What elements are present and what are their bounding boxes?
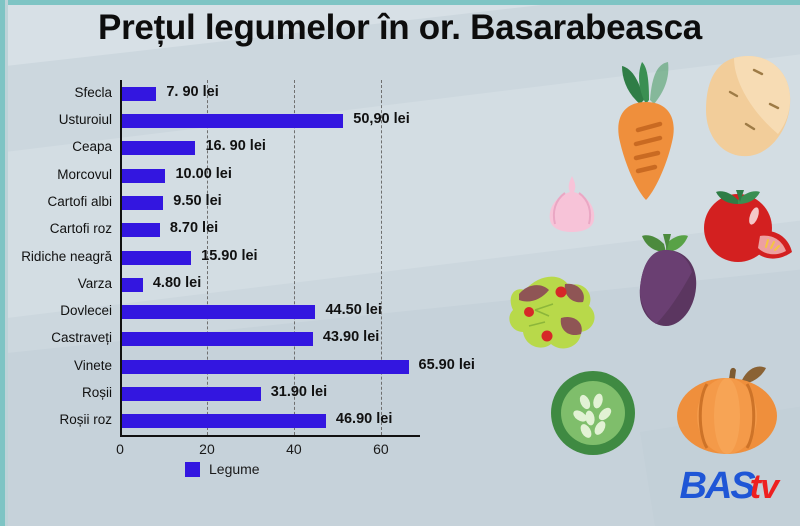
bar [122, 195, 164, 210]
category-label: Usturoiul [58, 111, 112, 127]
category-label: Roșii [81, 385, 112, 401]
x-tick-40: 40 [286, 441, 302, 457]
legend-swatch [185, 461, 200, 477]
category-label: Cartofi roz [49, 221, 112, 237]
category-label: Roșii roz [59, 412, 112, 428]
value-label: 7. 90 lei [166, 83, 219, 100]
value-label: 50,90 lei [353, 110, 410, 127]
carrot-icon [618, 62, 674, 200]
gridline-60 [380, 80, 382, 435]
legend-label: Legume [209, 461, 260, 477]
value-label: 46.90 lei [335, 411, 393, 428]
bar [122, 168, 166, 183]
bar [122, 86, 157, 101]
value-label: 15.90 lei [201, 247, 258, 264]
category-label: Morcovul [57, 166, 112, 182]
frame-top-border [0, 0, 800, 5]
logo-bas-text: BAS [679, 465, 756, 507]
x-axis-line [120, 435, 420, 437]
category-label: Cartofi albi [47, 193, 112, 209]
value-label: 4.80 lei [152, 274, 202, 291]
value-label: 43.90 lei [322, 329, 380, 346]
x-tick-20: 20 [199, 441, 215, 457]
eggplant-icon [639, 234, 697, 326]
bar [122, 223, 160, 238]
pumpkin-icon [677, 366, 777, 454]
category-label: Varza [77, 275, 112, 291]
tomato-icon [704, 190, 792, 262]
category-label: Dovlecei [60, 303, 112, 319]
bar [122, 141, 196, 156]
bar [122, 387, 261, 402]
potato-icon [706, 55, 791, 157]
category-label: Ceapa [72, 139, 112, 155]
value-label: 31.90 lei [270, 384, 328, 401]
category-label: Sfecla [74, 84, 112, 100]
value-label: 44.50 lei [325, 302, 382, 319]
bar [122, 250, 192, 265]
bar-chart: Sfecla 7. 90 lei Usturoiul 50,90 lei Ceapa 16… [0, 62, 560, 482]
category-label: Castraveți [51, 330, 112, 346]
value-label: 8.70 lei [169, 220, 219, 237]
cucumber-slice-icon [551, 371, 635, 455]
bar [122, 113, 344, 128]
bar [122, 277, 143, 292]
value-label: 10.00 lei [175, 165, 232, 182]
bar [122, 414, 326, 429]
bar [122, 305, 316, 320]
gridline-40 [293, 80, 295, 435]
bar [122, 332, 313, 347]
x-tick-0: 0 [116, 441, 124, 457]
category-label: Ridiche neagră [21, 248, 112, 264]
value-label: 16. 90 lei [205, 138, 266, 155]
page-title: Prețul legumelor în or. Basarabeasca [98, 8, 702, 47]
logo-tv-text: tv [749, 468, 779, 506]
value-label: 65.90 lei [418, 356, 475, 373]
chart-legend: Legume [185, 461, 260, 477]
x-tick-60: 60 [373, 441, 389, 457]
bar [122, 359, 409, 374]
value-label: 9.50 lei [173, 192, 222, 209]
category-label: Vinete [73, 357, 112, 373]
bastv-logo: BAStv [679, 465, 779, 508]
frame-left-inner-border [5, 0, 8, 526]
